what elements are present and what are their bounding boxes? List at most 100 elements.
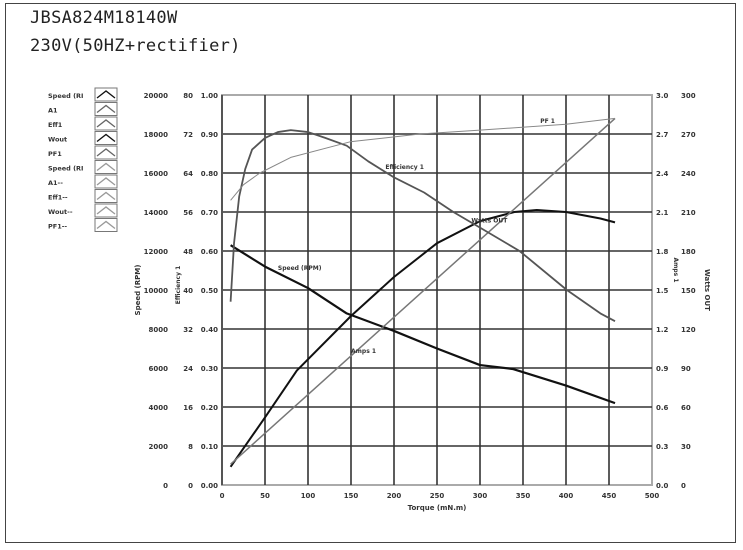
legend-label: Speed (RI (48, 92, 83, 100)
x-tick-label: 500 (645, 492, 660, 500)
efficiency-tick-label: 0.40 (201, 326, 218, 334)
legend-swatch (94, 189, 118, 203)
amps-tick-label: 2.4 (656, 170, 669, 178)
amps-tick-label: 0.3 (656, 443, 669, 451)
efficiency-tick-label: 1.00 (201, 92, 218, 100)
legend-swatch (94, 203, 118, 218)
efficiency-tick-label: 0.60 (201, 248, 218, 256)
speed-tick-label: 20000 (144, 92, 168, 100)
amps-tick-label: 0.9 (656, 365, 669, 373)
legend-line-icon (96, 177, 116, 186)
legend-line-icon (96, 133, 116, 143)
watts-tick-label: 240 (681, 170, 696, 178)
amps-tick-label: 3.0 (656, 92, 669, 100)
watts-tick-label: 180 (681, 248, 696, 256)
efficiency-tick-label: 0.10 (201, 443, 218, 451)
amps-tick-label: 2.7 (656, 131, 669, 139)
a1-tick-label: 72 (183, 131, 193, 139)
x-tick-label: 0 (220, 492, 225, 500)
x-tick-label: 350 (516, 492, 531, 500)
legend-swatch (94, 131, 118, 145)
speed-axis-label: Speed (RPM) (134, 265, 142, 316)
legend-label: Wout-- (48, 208, 73, 216)
watts-tick-label: 60 (681, 404, 691, 412)
efficiency-tick-label: 0.00 (201, 482, 218, 490)
series-annotation: Efficiency 1 (385, 164, 423, 171)
series-annotation: Watts OUT (471, 218, 508, 225)
amps-tick-label: 1.5 (656, 287, 669, 295)
legend-label: PF1-- (48, 223, 67, 231)
legend-swatch (94, 160, 118, 174)
a1-tick-label: 64 (183, 170, 193, 178)
x-tick-label: 450 (602, 492, 617, 500)
a1-tick-label: 56 (183, 209, 193, 217)
efficiency-tick-label: 0.80 (201, 170, 218, 178)
legend-swatch (94, 102, 118, 116)
series-line-watts-out (229, 209, 616, 468)
efficiency-tick-label: 0.90 (201, 131, 218, 139)
a1-tick-label: 16 (183, 404, 193, 412)
efficiency-axis-label: Efficiency 1 (175, 266, 182, 304)
legend-swatch (94, 174, 118, 189)
speed-tick-label: 0 (163, 482, 168, 490)
legend-label: A1 (48, 107, 58, 115)
series-line-amps-1 (230, 117, 616, 465)
a1-tick-label: 48 (183, 248, 193, 256)
a1-tick-label: 32 (183, 326, 193, 334)
legend-swatch (94, 218, 118, 232)
legend-label: Eff1 (48, 121, 63, 129)
legend-label: Eff1-- (48, 194, 68, 202)
watts-tick-label: 210 (681, 209, 696, 217)
series-line-efficiency-1 (229, 129, 616, 322)
chart-frame (5, 3, 736, 543)
legend-line-icon (96, 206, 116, 215)
legend-line-icon (96, 90, 116, 99)
speed-tick-label: 14000 (144, 209, 168, 217)
efficiency-tick-label: 0.30 (201, 365, 218, 373)
watts-axis-label: Watts OUT (703, 269, 711, 311)
x-tick-label: 100 (301, 492, 316, 500)
series-annotation: Amps 1 (351, 348, 376, 355)
speed-tick-label: 12000 (144, 248, 168, 256)
series-line-pf-1 (230, 117, 616, 201)
a1-tick-label: 80 (183, 92, 193, 100)
speed-tick-label: 4000 (149, 404, 169, 412)
legend-line-icon (96, 220, 116, 230)
amps-tick-label: 2.1 (656, 209, 669, 217)
speed-tick-label: 16000 (144, 170, 168, 178)
watts-tick-label: 150 (681, 287, 696, 295)
series-annotation: Speed (RPM) (278, 265, 322, 272)
x-tick-label: 200 (387, 492, 402, 500)
legend-label: Speed (RI (48, 165, 83, 173)
speed-tick-label: 6000 (149, 365, 169, 373)
legend-swatch (94, 116, 118, 131)
watts-tick-label: 300 (681, 92, 696, 100)
legend-label: Wout (48, 136, 67, 144)
speed-tick-label: 18000 (144, 131, 168, 139)
speed-tick-label: 10000 (144, 287, 168, 295)
legend-line-icon (96, 191, 116, 201)
x-tick-label: 300 (473, 492, 488, 500)
a1-tick-label: 24 (183, 365, 193, 373)
speed-tick-label: 2000 (149, 443, 169, 451)
legend-line-icon (96, 148, 116, 157)
watts-tick-label: 120 (681, 326, 696, 334)
legend-swatch (94, 87, 118, 102)
efficiency-tick-label: 0.50 (201, 287, 218, 295)
amps-tick-label: 0.6 (656, 404, 669, 412)
x-tick-label: 150 (344, 492, 359, 500)
legend-label: A1-- (48, 179, 63, 187)
legend-line-icon (96, 104, 116, 114)
chart-title-voltage: 230V(50HZ+rectifier) (30, 36, 241, 56)
chart-title-model: JBSA824M18140W (30, 8, 178, 28)
efficiency-tick-label: 0.70 (201, 209, 218, 217)
amps-tick-label: 1.8 (656, 248, 669, 256)
legend-swatch (94, 145, 118, 160)
a1-tick-label: 40 (183, 287, 193, 295)
watts-tick-label: 0 (681, 482, 686, 490)
legend-line-icon (96, 162, 116, 172)
series-line-speed-rpm- (230, 244, 616, 405)
watts-tick-label: 270 (681, 131, 696, 139)
series-annotation: PF 1 (540, 118, 555, 125)
